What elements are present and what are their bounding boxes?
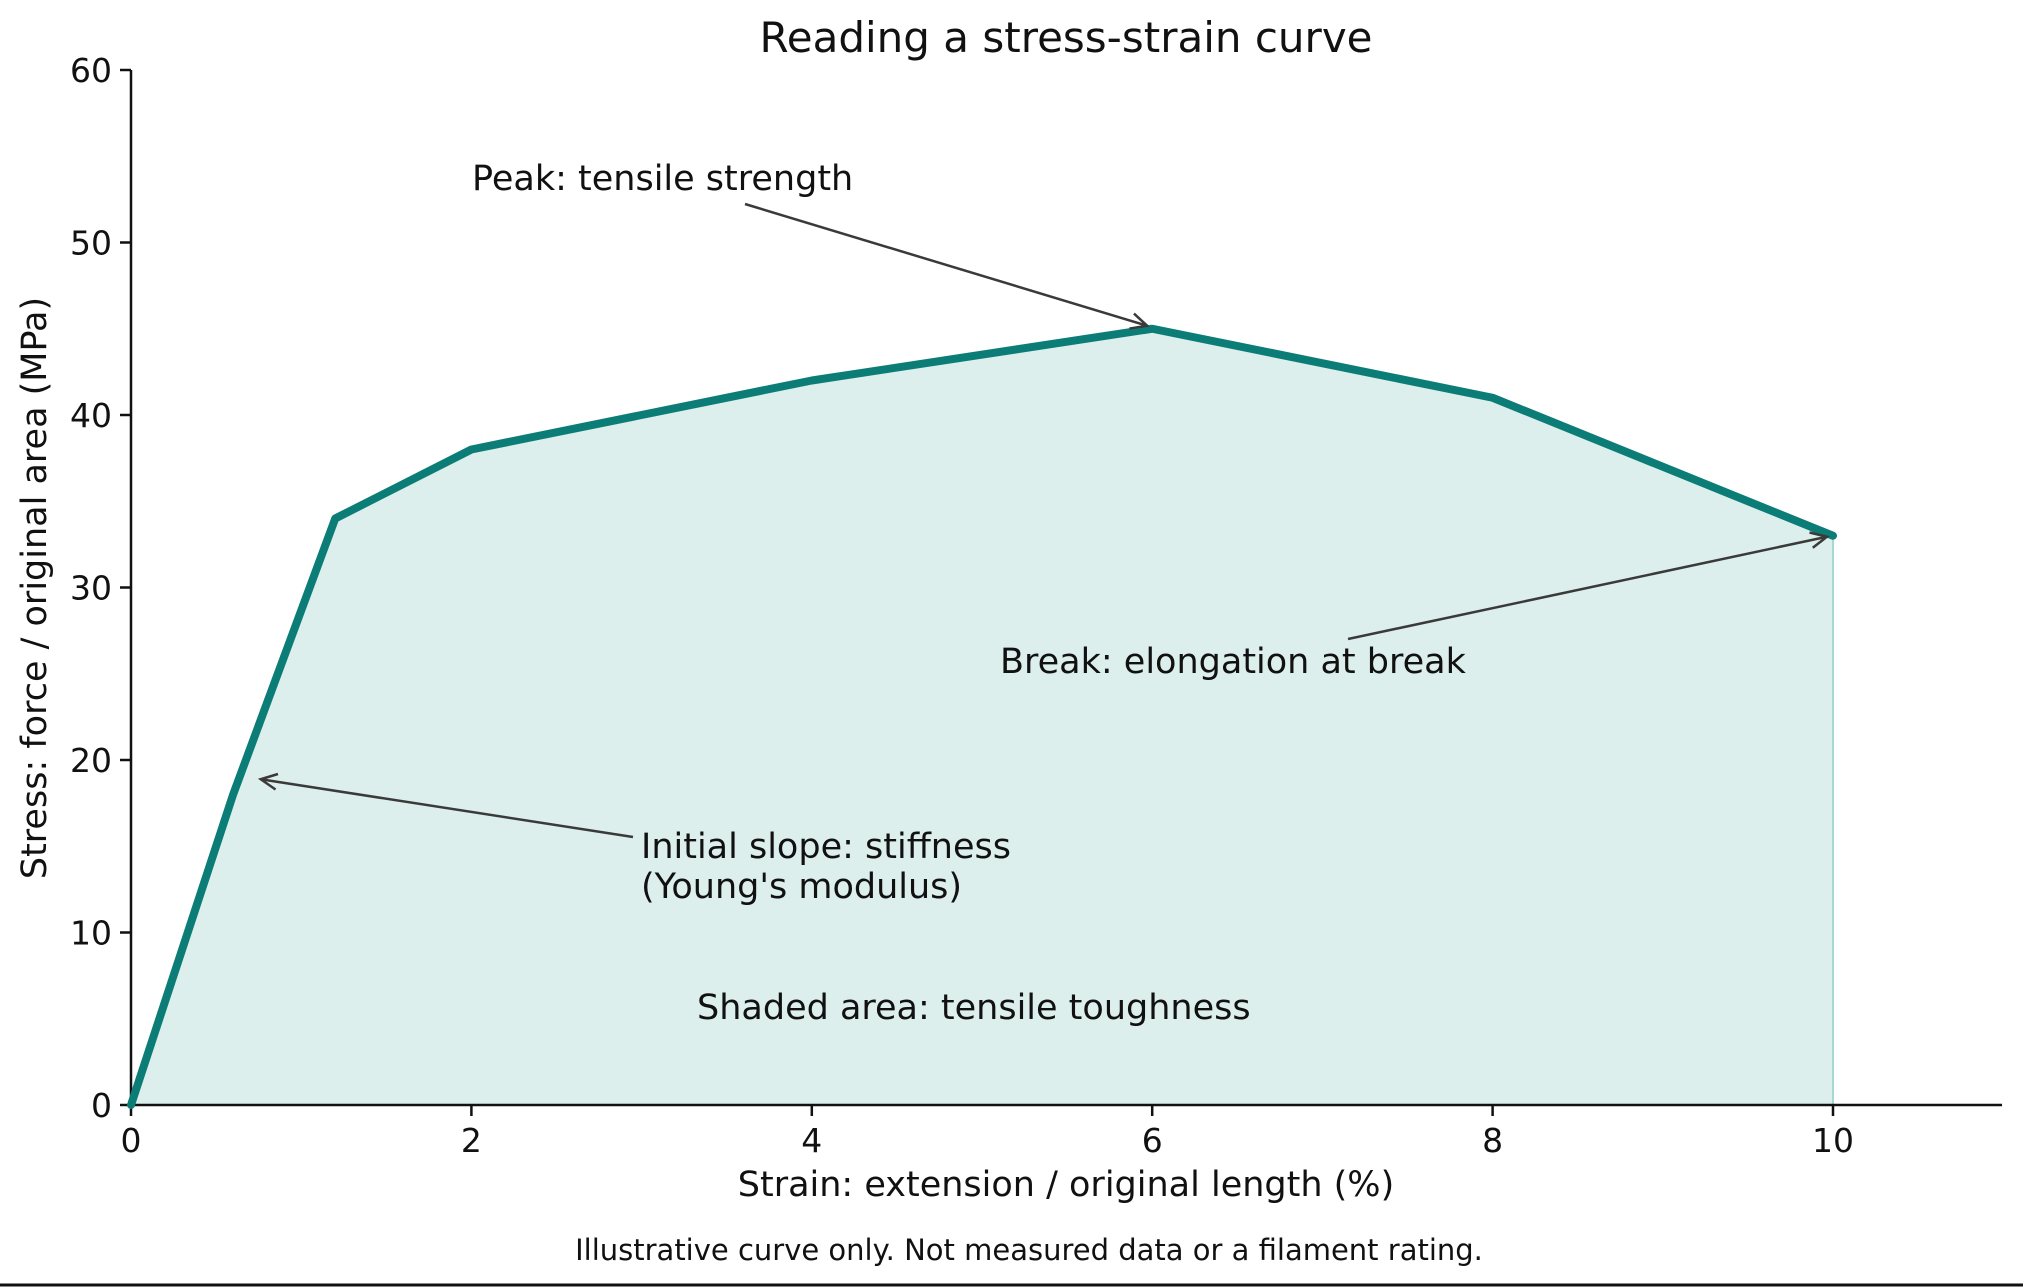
data-point (334, 518, 336, 519)
toughness-area (131, 328, 1833, 1105)
break-annotation-label: Break: elongation at break (1000, 642, 1467, 682)
data-point (470, 449, 472, 450)
y-tick-label: 40 (70, 396, 112, 435)
toughness-area-layer (131, 328, 1834, 1105)
y-tick-label: 50 (70, 224, 112, 263)
peak-annotation-label: Peak: tensile strength (472, 159, 853, 199)
break-arrow (1347, 535, 1828, 641)
x-axis-label: Strain: extension / original length (%) (738, 1165, 1394, 1205)
toughness-annotation-label: Shaded area: tensile toughness (697, 988, 1251, 1028)
data-point (1832, 535, 1834, 537)
x-tick-label: 10 (1812, 1121, 1854, 1160)
y-tick-label: 10 (70, 914, 112, 953)
y-tick-label: 30 (70, 569, 112, 608)
x-tick-label: 2 (461, 1121, 482, 1160)
peak-arrow-head (1129, 312, 1150, 330)
curve-layer (127, 324, 1837, 1109)
chart-title: Reading a stress-strain curve (759, 13, 1372, 62)
data-point (1492, 397, 1494, 399)
annotations-layer: Peak: tensile strength Break: elongation … (257, 159, 1830, 1028)
x-tick-label: 0 (121, 1121, 142, 1160)
data-point (130, 1104, 132, 1106)
data-point (1151, 328, 1153, 330)
x-tick-label: 8 (1482, 1121, 1503, 1160)
x-tick-label: 4 (801, 1121, 822, 1160)
stiffness-arrow (260, 778, 634, 839)
break-arrow-head (1809, 531, 1830, 549)
data-point (811, 380, 813, 381)
stress-strain-line (127, 324, 1837, 1109)
y-tick-label: 0 (91, 1086, 112, 1125)
x-tick-label: 6 (1142, 1121, 1163, 1160)
data-point (232, 794, 234, 795)
y-tick-label: 60 (70, 51, 112, 90)
y-tick-label: 20 (70, 741, 112, 780)
peak-arrow (744, 202, 1148, 327)
footnote: Illustrative curve only. Not measured da… (575, 1233, 1483, 1267)
stiffness-annotation-label: Initial slope: stiffness (Young's modulus… (641, 827, 1011, 907)
stiffness-arrow-head (257, 772, 279, 791)
y-axis-label: Stress: force / original area (MPa) (15, 297, 55, 879)
